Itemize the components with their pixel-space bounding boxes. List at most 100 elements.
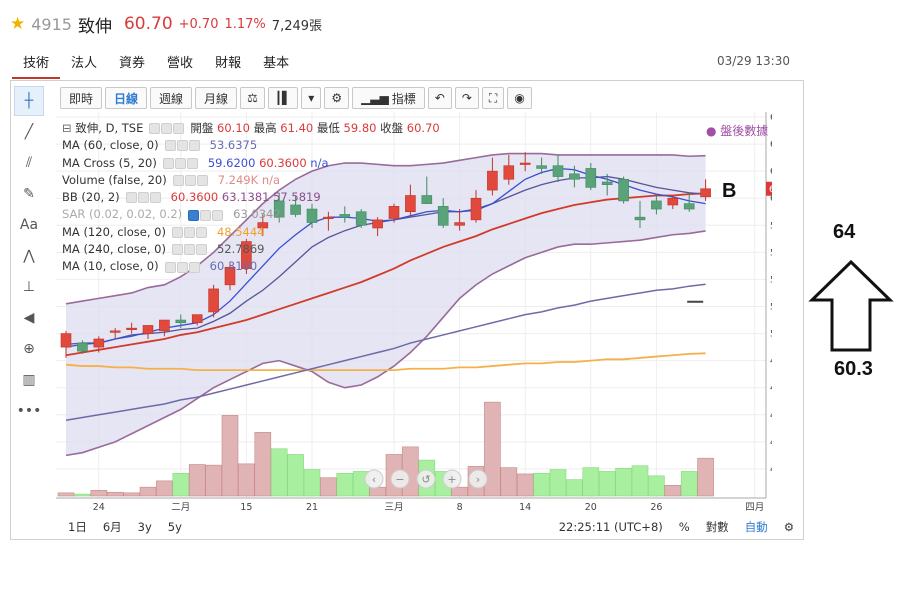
date-tick-label: 14 — [519, 502, 531, 513]
volume-bar — [680, 471, 698, 497]
stock-percent: 1.17% — [224, 16, 266, 32]
legend-value: 52.7869 — [216, 242, 265, 257]
legend-value: 53.6375 — [209, 138, 258, 153]
tab-technical[interactable]: 技術 — [12, 50, 61, 79]
period-realtime-button[interactable]: 即時 — [60, 87, 103, 109]
period-daily-button[interactable]: 日線 — [105, 87, 148, 109]
measure-icon[interactable]: ⊥ — [22, 279, 36, 295]
candlestick-icon[interactable]: ┃▌ — [267, 87, 299, 109]
bb-lower-line — [65, 230, 706, 457]
legend-label: MA (10, close, 0) — [62, 259, 159, 274]
percent-toggle[interactable]: % — [678, 520, 690, 534]
pattern-icon[interactable]: ⋀ — [23, 248, 35, 264]
legend-row-macross: MA Cross (5, 20) 59.6200 60.3600 n/a — [62, 155, 440, 172]
range-5y[interactable]: 5y — [167, 520, 182, 534]
candle-body — [569, 173, 580, 180]
legend-controls[interactable] — [162, 157, 198, 169]
ruler-icon[interactable]: ▥ — [22, 372, 36, 388]
star-icon[interactable]: ★ — [10, 14, 26, 34]
zoom-control-glyph: + — [447, 473, 456, 486]
ohlc-open: 60.10 — [217, 121, 250, 135]
candle-body — [93, 338, 105, 348]
volume-bar — [598, 471, 616, 497]
legend-controls[interactable] — [171, 226, 207, 238]
tab-revenue[interactable]: 營收 — [167, 56, 194, 71]
period-weekly-button[interactable]: 週線 — [150, 87, 193, 109]
indicators-label: 指標 — [391, 91, 416, 106]
volume-bar — [484, 401, 501, 497]
gear-icon[interactable]: ⚙ — [783, 520, 794, 534]
legend-controls[interactable] — [171, 244, 207, 256]
legend-controls[interactable] — [188, 209, 224, 221]
legend-row-ma120: MA (120, close, 0) 48.5444 — [62, 224, 440, 241]
range-6m[interactable]: 6月 — [102, 520, 122, 534]
ma-lines — [65, 167, 706, 421]
candle-body — [618, 178, 629, 202]
period-monthly-button[interactable]: 月線 — [195, 87, 238, 109]
legend-label: MA (240, close, 0) — [62, 242, 166, 257]
annotation-bottom-value: 60.3 — [834, 358, 873, 380]
price-tick-label: 46.00 — [770, 384, 772, 394]
date-tick-label: 26 — [650, 502, 662, 513]
balance-scale-icon[interactable]: ⚖ — [240, 87, 265, 109]
after-hours-data-link[interactable]: ● 盤後數據 — [706, 124, 769, 138]
chevron-down-icon[interactable]: ▾ — [301, 87, 322, 109]
price-tick-label: 42.00 — [770, 438, 772, 448]
zoom-control-glyph: ‹ — [372, 473, 376, 486]
zoom-control-glyph: − — [395, 473, 404, 486]
tab-financials[interactable]: 財報 — [215, 56, 242, 71]
volume-bar — [254, 432, 272, 497]
fullscreen-icon[interactable]: ⛶ — [481, 87, 505, 109]
legend-row-ma240: MA (240, close, 0) 52.7869 — [62, 241, 440, 258]
zoom-control-button — [416, 469, 436, 489]
zoom-control-button — [364, 469, 384, 489]
undo-icon[interactable]: ↶ — [427, 87, 452, 109]
zoom-control-button — [442, 469, 462, 489]
gear-icon[interactable]: ⚙ — [324, 87, 350, 109]
crosshair-icon[interactable]: ┼ — [14, 86, 44, 116]
arrow-left-icon[interactable]: ◀ — [23, 310, 35, 326]
tab-basic[interactable]: 基本 — [263, 56, 290, 71]
redo-icon[interactable]: ↷ — [454, 87, 479, 109]
volume-bar — [631, 465, 649, 497]
tab-margin[interactable]: 資券 — [119, 56, 146, 71]
volume-bar — [516, 473, 534, 497]
legend-controls[interactable] — [164, 140, 200, 152]
candle-body — [421, 195, 433, 204]
tab-institutional[interactable]: 法人 — [71, 56, 98, 71]
range-3y[interactable]: 3y — [137, 520, 152, 534]
collapse-icon[interactable]: ⊟ — [62, 121, 72, 135]
auto-toggle[interactable]: 自動 — [744, 520, 768, 534]
legend-title-row: ⊟ 致伸, D, TSE 開盤 60.10 最高 61.40 最低 59.80 … — [62, 120, 440, 137]
camera-icon[interactable]: ◉ — [507, 87, 532, 109]
candles — [60, 152, 711, 358]
indicators-button[interactable]: ▁▃▅ 指標 — [352, 87, 425, 109]
stock-volume: 7,249張 — [271, 18, 323, 34]
ohlc-close: 60.70 — [406, 121, 440, 135]
legend-value: 7.249K — [217, 172, 259, 187]
bar-chart-icon: ▁▃▅ — [361, 91, 389, 105]
legend-controls[interactable] — [149, 123, 185, 135]
fib-icon[interactable]: ⫽ — [25, 155, 33, 171]
candle-body — [126, 327, 137, 330]
ohlc-low: 59.80 — [343, 121, 377, 135]
legend-value: 60.3600 — [170, 190, 219, 205]
candle-body — [339, 214, 351, 218]
legend-controls[interactable] — [164, 261, 200, 273]
zoom-icon[interactable]: ⊕ — [23, 341, 35, 357]
line-icon[interactable]: ╱ — [24, 124, 34, 140]
more-icon[interactable]: ••• — [16, 403, 42, 419]
brush-icon[interactable]: ✎ — [23, 186, 35, 202]
volume-bar — [320, 477, 337, 497]
volume-bar — [336, 473, 354, 497]
text-icon[interactable]: Aa — [19, 217, 39, 233]
bb-fill — [66, 153, 706, 456]
ohlc-close-label: 收盤 — [380, 121, 404, 135]
legend-value: 59.6200 — [207, 155, 256, 170]
range-1d[interactable]: 1日 — [68, 520, 87, 534]
legend-value: n/a — [261, 172, 281, 187]
log-toggle[interactable]: 對數 — [705, 520, 729, 534]
legend-controls[interactable] — [125, 192, 161, 204]
candle-body — [536, 165, 547, 169]
legend-controls[interactable] — [172, 175, 208, 187]
